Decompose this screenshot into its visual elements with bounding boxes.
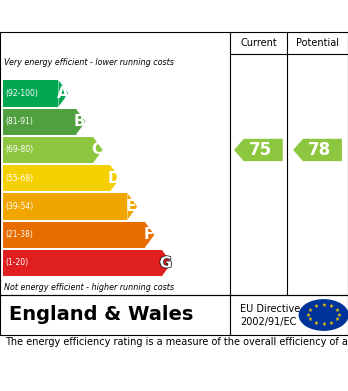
Text: (39-54): (39-54) <box>6 202 34 211</box>
Text: Energy Efficiency Rating: Energy Efficiency Rating <box>63 9 285 23</box>
Polygon shape <box>145 222 155 248</box>
Text: ★: ★ <box>314 304 318 309</box>
Bar <box>3 250 162 276</box>
Text: ★: ★ <box>329 321 334 326</box>
Polygon shape <box>127 193 137 220</box>
Text: B: B <box>74 114 86 129</box>
Polygon shape <box>293 139 342 161</box>
Text: England & Wales: England & Wales <box>9 305 193 325</box>
Polygon shape <box>234 139 283 161</box>
Text: ★: ★ <box>321 322 326 327</box>
Text: 75: 75 <box>248 141 272 159</box>
Text: F: F <box>143 227 154 242</box>
Text: A: A <box>56 86 68 101</box>
Bar <box>3 80 58 107</box>
Text: (92-100): (92-100) <box>6 89 38 98</box>
Text: ★: ★ <box>334 308 339 313</box>
Text: (69-80): (69-80) <box>6 145 34 154</box>
Text: D: D <box>108 171 120 186</box>
Ellipse shape <box>299 300 348 330</box>
Text: Potential: Potential <box>296 38 339 48</box>
Text: E: E <box>126 199 136 214</box>
Polygon shape <box>110 165 120 192</box>
Polygon shape <box>58 80 68 107</box>
Bar <box>3 193 127 220</box>
Text: EU Directive: EU Directive <box>240 304 300 314</box>
Text: G: G <box>159 255 172 271</box>
Text: The energy efficiency rating is a measure of the overall efficiency of a home. T: The energy efficiency rating is a measur… <box>5 337 348 347</box>
Text: ★: ★ <box>314 321 318 326</box>
Text: ★: ★ <box>308 317 313 322</box>
Text: ★: ★ <box>337 312 341 317</box>
Text: 78: 78 <box>308 141 331 159</box>
Bar <box>3 109 76 135</box>
Bar <box>3 137 93 163</box>
Polygon shape <box>93 137 103 163</box>
Text: Current: Current <box>240 38 277 48</box>
Polygon shape <box>162 250 172 276</box>
Text: (21-38): (21-38) <box>6 230 33 239</box>
Polygon shape <box>76 109 86 135</box>
Text: Not energy efficient - higher running costs: Not energy efficient - higher running co… <box>4 283 174 292</box>
Text: ★: ★ <box>321 303 326 308</box>
Bar <box>3 222 145 248</box>
Text: ★: ★ <box>329 304 334 309</box>
Text: ★: ★ <box>306 312 311 317</box>
Bar <box>3 165 110 192</box>
Text: (55-68): (55-68) <box>6 174 34 183</box>
Text: ★: ★ <box>334 317 339 322</box>
Text: C: C <box>91 142 102 158</box>
Text: 2002/91/EC: 2002/91/EC <box>240 317 296 327</box>
Text: (1-20): (1-20) <box>6 258 29 267</box>
Text: Very energy efficient - lower running costs: Very energy efficient - lower running co… <box>4 58 174 67</box>
Text: ★: ★ <box>308 308 313 313</box>
Text: (81-91): (81-91) <box>6 117 33 126</box>
